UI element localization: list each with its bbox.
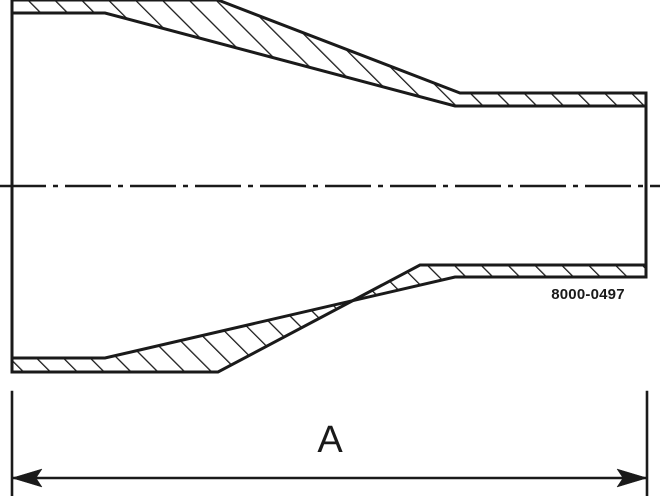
dimension-arrow-left [11,468,43,488]
upper-outer-profile-line [10,0,648,95]
dimension-line-group [11,468,648,488]
lower-inner-profile-line [10,275,648,360]
dimension-label-a: A [317,419,343,461]
dimension-arrow-right [616,468,648,488]
lower-outer-profile-line [10,263,648,374]
part-number-label: 8000-0497 [551,286,625,303]
upper-inner-profile-line [10,11,648,108]
